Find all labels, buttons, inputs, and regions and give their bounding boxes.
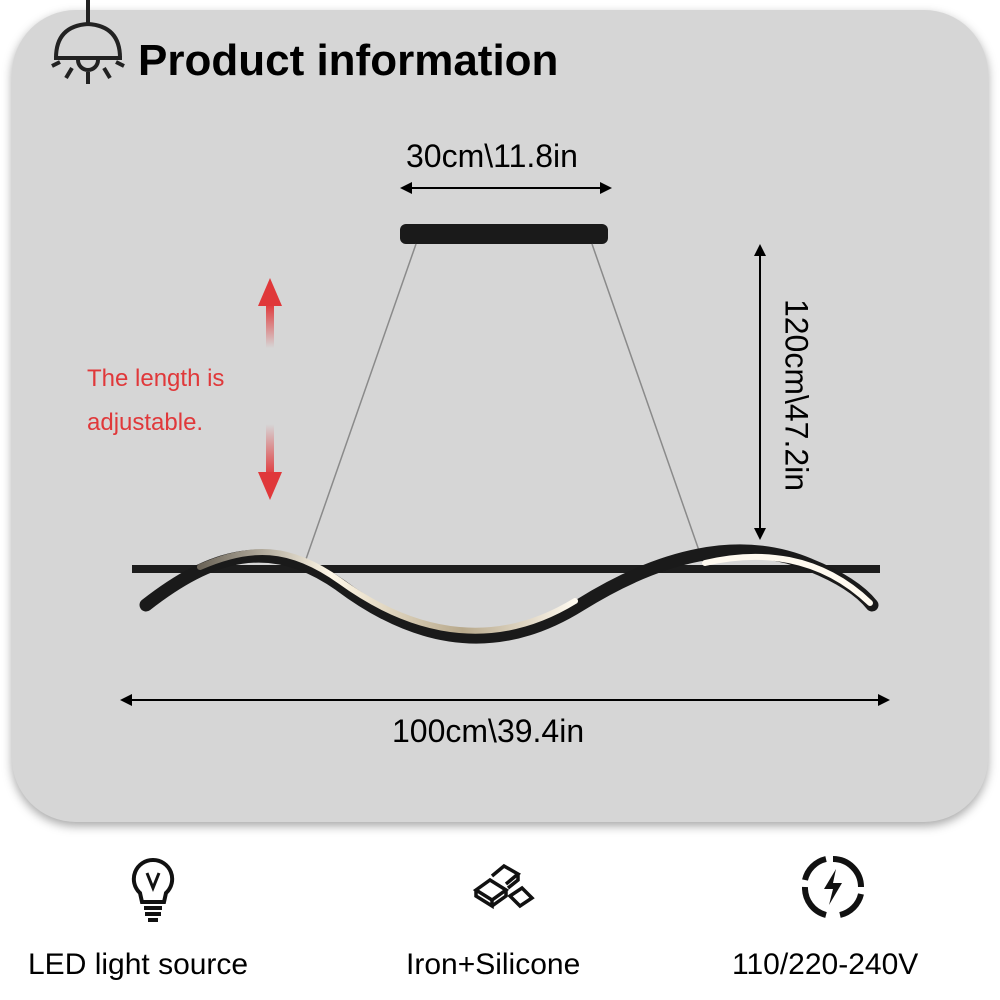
feature-voltage-label: 110/220-240V <box>732 948 919 981</box>
top-width-label: 30cm\11.8in <box>406 138 578 174</box>
adjustable-note-line1: The length is <box>87 365 225 392</box>
product-info-card <box>12 10 988 822</box>
bottom-width-label: 100cm\39.4in <box>392 713 585 749</box>
material-bars-icon <box>472 863 535 910</box>
bottom-width-arrow <box>120 694 890 706</box>
feature-light-source-label: LED light source <box>28 948 249 981</box>
adjustable-arrows <box>258 278 282 500</box>
pendant-lamp-icon <box>51 0 125 84</box>
top-width-arrow <box>400 182 612 194</box>
feature-material-label: Iron+Silicone <box>406 948 581 981</box>
pendant-lamp-illustration <box>132 224 880 644</box>
page-title: Product information <box>138 36 559 85</box>
height-arrow <box>754 244 766 540</box>
adjustable-note-line2: adjustable. <box>87 409 204 436</box>
voltage-bolt-icon <box>802 856 864 918</box>
height-label: 120cm\47.2in <box>778 298 815 492</box>
light-bulb-icon <box>131 857 175 922</box>
